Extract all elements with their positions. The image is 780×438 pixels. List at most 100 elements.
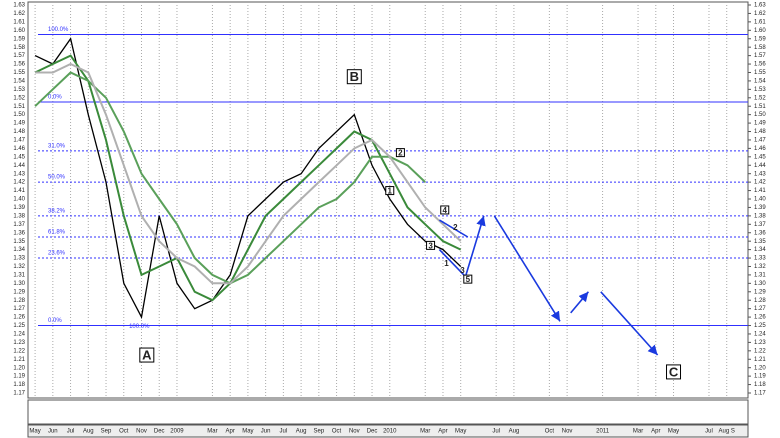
projection-arrow [465, 215, 486, 276]
x-tick-label: Jul [67, 429, 75, 435]
y-tick-label: 1.57 [13, 53, 25, 59]
y-tick-label: 1.38 [13, 213, 25, 219]
x-tick-label: Aug [296, 429, 307, 435]
y-tick-label: 1.39 [754, 205, 766, 211]
y-tick-label: 1.44 [754, 163, 766, 169]
y-tick-label: 1.31 [754, 272, 766, 278]
y-tick-label: 1.31 [13, 272, 25, 278]
y-tick-label: 1.54 [754, 78, 766, 84]
y-tick-label: 1.56 [13, 62, 25, 68]
x-tick-label: Dec [367, 429, 378, 435]
y-tick-label: 1.35 [754, 239, 766, 245]
y-tick-label: 1.28 [13, 298, 25, 304]
x-tick-label: Nov [136, 429, 147, 435]
wave-box [426, 240, 436, 250]
y-tick-label: 1.60 [754, 28, 766, 34]
y-tick-label: 1.23 [754, 340, 766, 346]
x-tick-label: May [455, 429, 466, 435]
y-tick-label: 1.32 [754, 264, 766, 270]
wave-box [666, 364, 682, 380]
y-tick-label: 1.43 [754, 171, 766, 177]
x-tick-label: Mar [207, 429, 217, 435]
x-tick-label: May [29, 429, 40, 435]
y-tick-label: 1.29 [754, 289, 766, 295]
y-tick-label: 1.18 [13, 382, 25, 388]
y-tick-label: 1.28 [754, 298, 766, 304]
y-tick-label: 1.41 [754, 188, 766, 194]
y-tick-label: 1.40 [754, 197, 766, 203]
x-tick-label: Apr [651, 429, 660, 435]
fib-label: 100.0% [129, 324, 150, 330]
wave-box [346, 69, 362, 85]
x-tick-label: Jul [492, 429, 500, 435]
wave-box [385, 186, 395, 196]
y-tick-label: 1.20 [13, 365, 25, 371]
minor-wave-label: 3 [460, 266, 465, 275]
y-tick-label: 1.18 [754, 382, 766, 388]
y-tick-label: 1.52 [754, 95, 766, 101]
y-tick-label: 1.41 [13, 188, 25, 194]
y-tick-label: 1.17 [13, 391, 25, 397]
y-tick-label: 1.33 [754, 256, 766, 262]
x-tick-label: Nov [349, 429, 360, 435]
y-tick-label: 1.38 [754, 213, 766, 219]
y-tick-label: 1.49 [13, 121, 25, 127]
wave-label: B [350, 69, 359, 84]
x-tick-label: Jul [705, 429, 713, 435]
x-tick-label: Sep [313, 429, 324, 435]
wave-label: 4 [443, 206, 448, 215]
series-line [34, 37, 462, 320]
wave-label: 2 [398, 149, 403, 158]
y-tick-label: 1.56 [754, 62, 766, 68]
x-tick-label: May [668, 429, 679, 435]
y-tick-label: 1.58 [13, 45, 25, 51]
y-tick-label: 1.48 [13, 129, 25, 135]
x-tick-label: 2009 [170, 429, 184, 435]
y-tick-label: 1.37 [13, 222, 25, 228]
y-tick-label: 1.43 [13, 171, 25, 177]
y-tick-label: 1.40 [13, 197, 25, 203]
y-tick-label: 1.21 [754, 357, 766, 363]
fib-label: 50.0% [48, 175, 66, 181]
fib-label: 61.8% [48, 230, 66, 236]
y-tick-label: 1.62 [13, 11, 25, 17]
wave-label: 1 [388, 187, 393, 196]
projection-arrow [570, 291, 590, 314]
minor-wave-label: 1 [444, 259, 449, 268]
fib-label: 100.0% [48, 27, 69, 33]
fib-label: 38.2% [48, 208, 66, 214]
y-tick-label: 1.35 [13, 239, 25, 245]
y-tick-label: 1.55 [13, 70, 25, 76]
y-tick-label: 1.20 [754, 365, 766, 371]
x-tick-label: Jun [261, 429, 271, 435]
x-axis-band [27, 424, 749, 438]
y-tick-label: 1.26 [754, 315, 766, 321]
x-tick-label: Oct [119, 429, 129, 435]
y-tick-label: 1.25 [754, 323, 766, 329]
y-tick-label: 1.29 [13, 289, 25, 295]
y-tick-label: 1.60 [13, 28, 25, 34]
y-tick-label: 1.46 [13, 146, 25, 152]
y-tick-label: 1.22 [754, 348, 766, 354]
x-tick-label: Oct [545, 429, 555, 435]
minor-wave-label: 2 [453, 223, 458, 232]
y-tick-label: 1.58 [754, 45, 766, 51]
y-tick-label: 1.27 [754, 306, 766, 312]
y-tick-label: 1.61 [754, 19, 766, 25]
wave-label: 3 [428, 242, 433, 251]
projection-arrow [438, 249, 469, 280]
wave-box [440, 205, 450, 215]
y-tick-label: 1.19 [754, 374, 766, 380]
y-tick-label: 1.47 [13, 138, 25, 144]
fib-label: 0.0% [48, 318, 62, 324]
x-tick-label: Jul [280, 429, 288, 435]
plot-frame [27, 1, 749, 399]
y-tick-label: 1.50 [754, 112, 766, 118]
x-tick-label: Sep [101, 429, 112, 435]
x-tick-label: Aug [83, 429, 94, 435]
x-tick-label: 2010 [383, 429, 397, 435]
y-tick-label: 1.27 [13, 306, 25, 312]
x-tick-label: May [242, 429, 253, 435]
projection-arrow [438, 219, 469, 238]
y-tick-label: 1.37 [754, 222, 766, 228]
